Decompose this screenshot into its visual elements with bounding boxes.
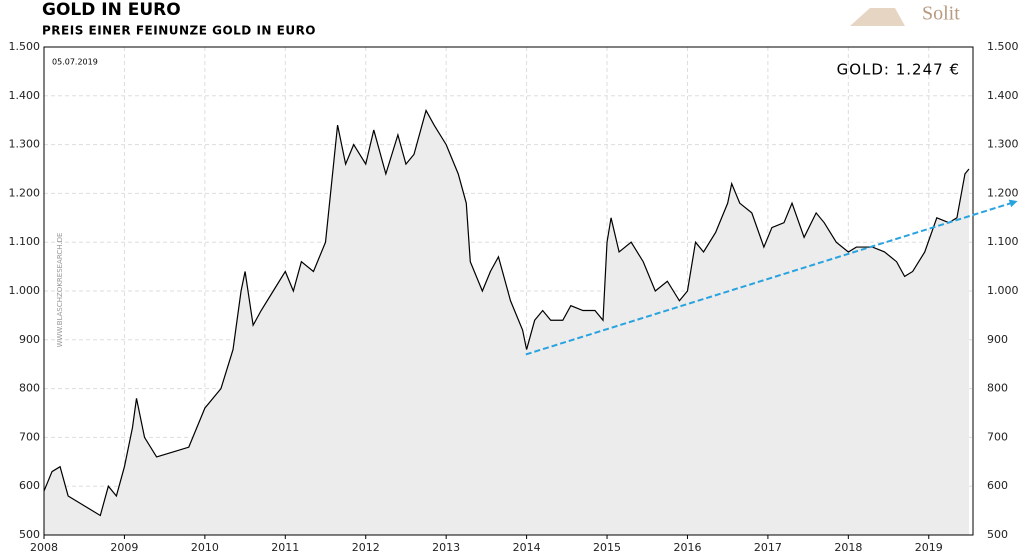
y-tick-label: 1.000 <box>9 284 41 297</box>
y-tick-label: 700 <box>19 430 40 443</box>
y-tick-label-right: 1.000 <box>987 284 1019 297</box>
y-tick-label-right: 800 <box>987 382 1008 395</box>
y-tick-label-right: 1.400 <box>987 89 1019 102</box>
date-label: 05.07.2019 <box>52 58 98 67</box>
logo-text: Solit <box>922 3 960 25</box>
price-label: GOLD: 1.247 € <box>837 61 960 79</box>
x-tick-label: 2014 <box>513 541 541 554</box>
logo-icon <box>850 8 905 26</box>
x-tick-label: 2009 <box>110 541 138 554</box>
y-tick-label-right: 1.500 <box>987 40 1019 53</box>
x-tick-label: 2015 <box>593 541 621 554</box>
y-tick-label: 800 <box>19 382 40 395</box>
y-tick-label: 600 <box>19 479 40 492</box>
watermark: WWW.BLASCHZOKRESEARCH.DE <box>56 233 64 348</box>
x-tick-label: 2019 <box>915 541 943 554</box>
x-tick-label: 2012 <box>352 541 380 554</box>
trend-line <box>525 199 1018 356</box>
y-tick-label-right: 1.100 <box>987 235 1019 248</box>
y-tick-label: 1.100 <box>9 235 41 248</box>
y-tick-label: 1.200 <box>9 186 41 199</box>
x-tick-label: 2016 <box>673 541 701 554</box>
chart-subtitle: PREIS EINER FEINUNZE GOLD IN EURO <box>42 24 316 38</box>
y-tick-label: 1.500 <box>9 40 41 53</box>
y-tick-label-right: 500 <box>987 528 1008 541</box>
x-tick-label: 2017 <box>754 541 782 554</box>
plot: 500 500 600 600 700 700 800 800 900 900 1.000 1.000… <box>9 40 1019 554</box>
y-tick-label-right: 700 <box>987 430 1008 443</box>
y-tick-label-right: 1.300 <box>987 138 1019 151</box>
y-tick-label: 1.300 <box>9 138 41 151</box>
y-tick-label-right: 900 <box>987 333 1008 346</box>
y-tick-label: 900 <box>19 333 40 346</box>
y-tick-label-right: 600 <box>987 479 1008 492</box>
x-tick-label: 2011 <box>271 541 299 554</box>
x-tick-label: 2018 <box>834 541 862 554</box>
area <box>44 110 969 535</box>
x-tick-label: 2013 <box>432 541 460 554</box>
price-line <box>43 108 970 517</box>
y-tick-label: 500 <box>19 528 40 541</box>
plot-frame <box>43 46 974 536</box>
chart-title: GOLD IN EURO <box>42 0 181 20</box>
y-tick-label: 1.400 <box>9 89 41 102</box>
x-tick-label: 2008 <box>30 541 58 554</box>
logo: Solit <box>850 3 960 26</box>
y-tick-label-right: 1.200 <box>987 186 1019 199</box>
x-tick-label: 2010 <box>191 541 219 554</box>
